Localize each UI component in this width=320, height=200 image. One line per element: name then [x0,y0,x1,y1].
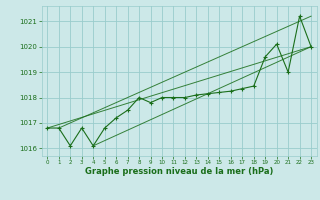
X-axis label: Graphe pression niveau de la mer (hPa): Graphe pression niveau de la mer (hPa) [85,167,273,176]
